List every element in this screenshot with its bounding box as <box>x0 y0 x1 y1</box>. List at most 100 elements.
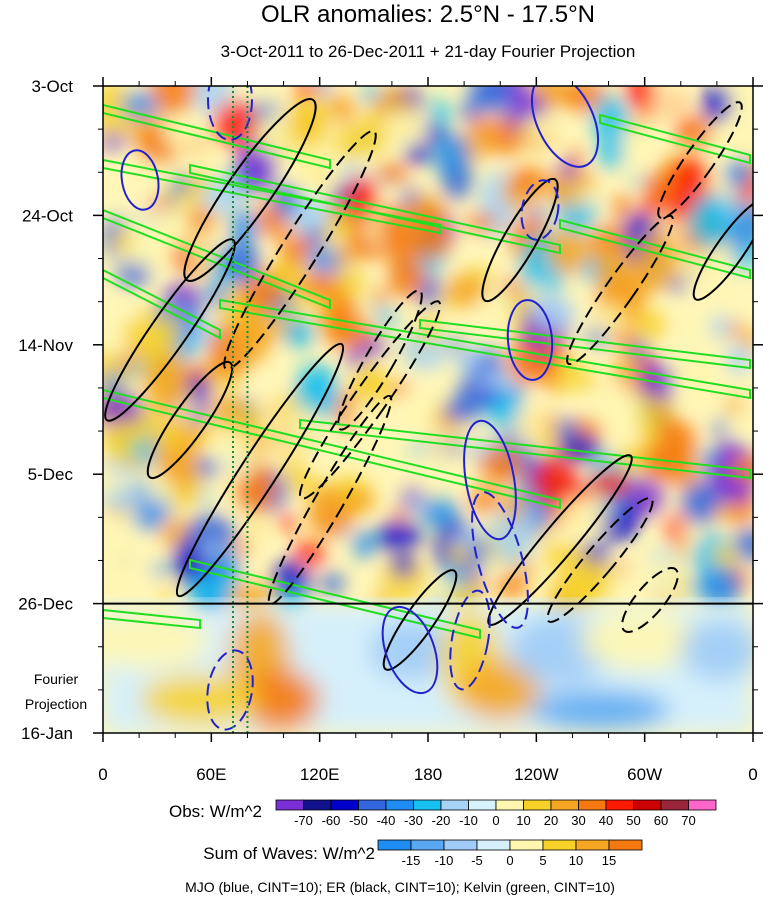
obs-anomaly-blob <box>588 241 614 261</box>
obs-anomaly-blob <box>253 86 282 106</box>
mjo-contour <box>206 649 254 731</box>
colorbar-tick-label: 0 <box>492 813 499 828</box>
er-contour <box>104 238 236 422</box>
obs-anomaly-blob <box>496 574 528 598</box>
obs-anomaly-blob <box>349 399 377 429</box>
colorbar-tick-label: 15 <box>602 853 616 868</box>
obs-anomaly-blob <box>645 442 690 483</box>
obs-anomaly-blob <box>238 271 285 314</box>
er-contour <box>481 177 559 303</box>
obs-anomaly-blob <box>655 401 668 413</box>
mjo-contour <box>530 86 600 168</box>
obs-anomaly-blob <box>630 176 643 185</box>
colorbar-swatch <box>605 799 634 811</box>
kelvin-contour <box>189 163 561 255</box>
colorbar-tick-label: -60 <box>322 813 341 828</box>
obs-anomaly-blob <box>682 479 717 526</box>
obs-anomaly-blob <box>449 542 470 569</box>
obs-anomaly-blob <box>388 381 410 396</box>
obs-anomaly-blob <box>650 86 682 119</box>
mjo-contour <box>506 299 554 381</box>
obs-anomaly-blob <box>486 86 507 100</box>
y-tick-label: 3-Oct <box>31 77 73 96</box>
obs-anomaly-blob <box>199 491 214 503</box>
obs-anomaly-blob <box>698 566 742 610</box>
colorbar-swatch <box>523 799 552 811</box>
mjo-contour <box>120 149 160 211</box>
obs-anomaly-blob <box>680 316 703 346</box>
colorbar-tick-label: 40 <box>599 813 613 828</box>
obs-anomaly-blob <box>733 528 753 562</box>
forecast-anomaly-blob <box>460 660 540 720</box>
y-tick-label: 5-Dec <box>28 465 74 484</box>
mjo-contour <box>449 589 491 691</box>
forecast-anomaly-blob <box>140 675 260 725</box>
obs-anomaly-blob <box>713 296 732 319</box>
obs-anomaly-blob <box>543 374 560 392</box>
chart-subtitle: 3-Oct-2011 to 26-Dec-2011 + 21-day Fouri… <box>221 42 636 61</box>
obs-anomaly-blob <box>279 514 296 533</box>
er-contour <box>146 360 234 480</box>
obs-anomaly-blob <box>353 529 376 559</box>
forecast-anomaly-blob <box>103 610 210 670</box>
obs-anomaly-blob <box>567 557 614 605</box>
colorbar-swatch <box>575 839 610 851</box>
x-tick-label: 60W <box>627 765 662 784</box>
obs-anomaly-blob <box>534 526 549 541</box>
obs-anomaly-blob <box>460 101 477 123</box>
colorbar-swatch <box>495 799 524 811</box>
colorbar-swatch <box>476 839 511 851</box>
colorbar-tick-label: 10 <box>516 813 530 828</box>
er-contour <box>546 497 654 623</box>
obs-anomaly-blob <box>228 314 273 364</box>
obs-anomaly-blob <box>580 376 600 391</box>
er-contour <box>382 569 458 671</box>
mjo-contour <box>381 605 439 695</box>
x-tick-label: 120E <box>300 765 340 784</box>
obs-anomaly-blob <box>103 516 113 526</box>
colorbar-tick-label: -40 <box>377 813 396 828</box>
obs-anomaly-blob <box>406 499 425 512</box>
colorbar-swatch <box>443 839 478 851</box>
obs-anomaly-blob <box>445 272 486 308</box>
obs-anomaly-blob <box>712 543 738 570</box>
x-tick-label: 0 <box>98 765 107 784</box>
mjo-contour <box>463 419 517 541</box>
obs-anomaly-blob <box>559 435 602 461</box>
chart-title: OLR anomalies: 2.5°N - 17.5°N <box>261 1 595 28</box>
obs-anomaly-blob <box>712 419 729 436</box>
obs-anomaly-blob <box>385 134 402 148</box>
obs-anomaly-blob <box>732 470 746 481</box>
obs-anomaly-blob <box>470 540 487 562</box>
er-contour <box>621 567 679 633</box>
obs-anomaly-blob <box>187 513 235 554</box>
obs-anomaly-blob <box>465 212 498 233</box>
kelvin-contour <box>103 388 561 510</box>
obs-anomaly-blob <box>631 339 648 361</box>
y-tick-label: 16-Jan <box>21 724 73 743</box>
obs-anomaly-blob <box>362 86 379 103</box>
obs-anomaly-blob <box>547 228 589 275</box>
obs-anomaly-blob <box>393 508 409 523</box>
obs-anomaly-blob <box>544 338 566 355</box>
obs-anomaly-blob <box>708 123 753 161</box>
obs-anomaly-blob <box>411 441 425 456</box>
colorbar-swatch <box>440 799 469 811</box>
obs-anomaly-blob <box>456 381 474 402</box>
obs-anomaly-blob <box>230 209 258 246</box>
x-tick-label: 60E <box>196 765 226 784</box>
kelvin-contour <box>103 103 331 170</box>
colorbar-tick-label: 70 <box>681 813 695 828</box>
projection-label-line1: Fourier <box>34 671 79 687</box>
colorbar-tick-label: -20 <box>432 813 451 828</box>
obs-anomaly-blob <box>326 94 357 121</box>
obs-anomaly-blob <box>429 99 450 127</box>
obs-anomaly-blob <box>689 194 733 249</box>
forecast-anomaly-blob <box>680 620 753 680</box>
obs-anomaly-blob <box>706 175 730 201</box>
colorbar-tick-label: 30 <box>571 813 585 828</box>
obs-anomaly-blob <box>154 304 172 321</box>
colorbar-tick-label: 5 <box>539 853 546 868</box>
obs-anomaly-blob <box>574 188 594 204</box>
er-contour <box>175 342 345 598</box>
